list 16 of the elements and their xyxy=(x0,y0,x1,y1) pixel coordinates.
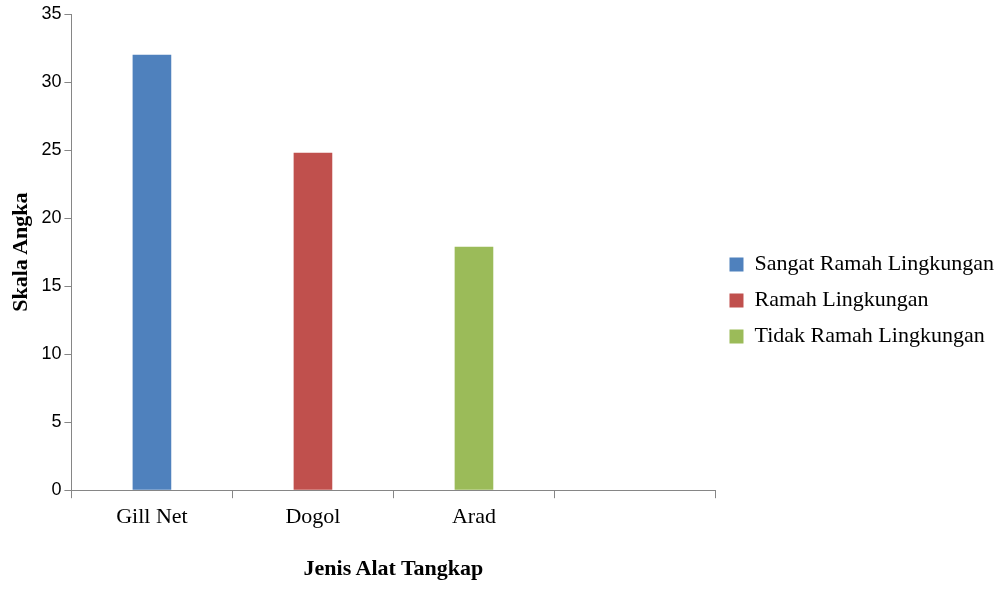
x-tick-label: Arad xyxy=(451,503,496,529)
y-axis-title: Skala Angka xyxy=(6,192,32,312)
y-tick-label: 0 xyxy=(51,479,62,500)
y-tick-label: 10 xyxy=(41,343,62,364)
legend-label: Sangat Ramah Lingkungan xyxy=(754,250,995,276)
y-tick-label: 5 xyxy=(51,411,62,432)
y-tick-label: 30 xyxy=(41,71,62,91)
x-tick-label: Gill Net xyxy=(116,503,188,529)
y-tick-label: 25 xyxy=(41,139,62,160)
legend-label: Tidak Ramah Lingkungan xyxy=(754,322,985,348)
y-tick-label: 15 xyxy=(41,275,62,296)
y-tick-label: 35 xyxy=(41,2,62,23)
legend-label: Ramah Lingkungan xyxy=(754,286,929,312)
x-axis-title: Jenis Alat Tangkap xyxy=(303,555,484,581)
y-tick-label: 20 xyxy=(41,207,62,228)
x-tick-label: Dogol xyxy=(285,503,341,529)
